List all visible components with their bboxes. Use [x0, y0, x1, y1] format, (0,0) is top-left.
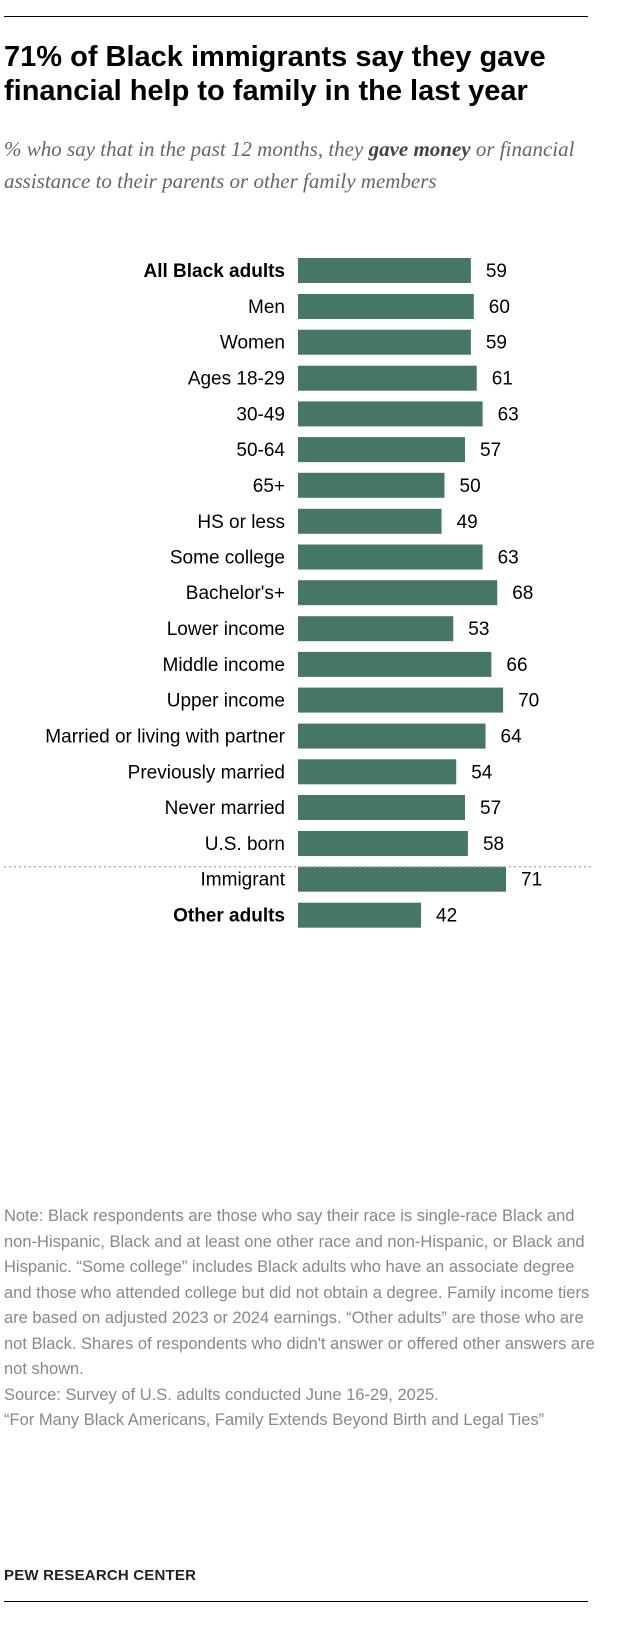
- category-label-women: Women: [220, 333, 285, 354]
- category-label-some-college: Some college: [170, 548, 285, 569]
- value-label-ages-18-29: 61: [492, 369, 513, 390]
- category-label-65: 65+: [253, 476, 285, 497]
- bar-women: [298, 329, 471, 355]
- category-label-bachelor-s: Bachelor's+: [186, 583, 285, 604]
- bar-some-college: [298, 544, 483, 570]
- bar-immigrant: [298, 866, 507, 892]
- category-label-never-married: Never married: [165, 798, 285, 819]
- source-text: Source: Survey of U.S. adults conducted …: [4, 1385, 439, 1404]
- value-label-men: 60: [489, 297, 510, 318]
- value-label-bachelor-s: 68: [512, 583, 533, 604]
- category-label-ages-18-29: Ages 18-29: [188, 369, 285, 390]
- value-label-other-adults: 42: [436, 906, 457, 927]
- subtitle-emphasis: gave money: [368, 137, 471, 161]
- value-label-previously-married: 54: [471, 762, 493, 783]
- value-label-women: 59: [486, 333, 507, 354]
- bar-65: [298, 472, 445, 498]
- bar-lower-income: [298, 616, 454, 642]
- category-label-upper-income: Upper income: [167, 691, 285, 712]
- category-label-middle-income: Middle income: [163, 655, 286, 676]
- category-label-all-black-adults: All Black adults: [144, 261, 286, 282]
- category-label-u-s-born: U.S. born: [205, 834, 285, 855]
- bar-men: [298, 294, 474, 319]
- value-label-all-black-adults: 59: [486, 261, 507, 282]
- brand-logo-text: PEW RESEARCH CENTER: [4, 1567, 197, 1584]
- category-label-married-or-living-with-partner: Married or living with partner: [45, 727, 285, 748]
- bar-other-adults: [298, 902, 422, 928]
- bar-bachelor-s: [298, 580, 498, 606]
- bar-all-black-adults: [298, 258, 471, 283]
- bottom-rule: [4, 1601, 588, 1602]
- bar-married-or-living-with-partner: [298, 723, 486, 749]
- bar-previously-married: [298, 759, 457, 785]
- bar-30-49: [298, 401, 483, 427]
- value-label-hs-or-less: 49: [457, 512, 478, 533]
- category-label-50-64: 50-64: [236, 440, 285, 461]
- chart-subtitle: % who say that in the past 12 months, th…: [4, 133, 604, 197]
- value-label-middle-income: 66: [506, 655, 527, 676]
- value-label-lower-income: 53: [468, 619, 489, 640]
- bar-u-s-born: [298, 831, 468, 856]
- category-label-30-49: 30-49: [236, 404, 285, 425]
- bar-never-married: [298, 795, 466, 820]
- value-label-upper-income: 70: [518, 691, 539, 712]
- category-label-previously-married: Previously married: [128, 762, 285, 783]
- value-label-some-college: 63: [498, 548, 519, 569]
- subtitle-text-1: % who say that in the past 12 months, th…: [4, 137, 369, 161]
- value-label-never-married: 57: [480, 798, 501, 819]
- report-title-text: “For Many Black Americans, Family Extend…: [4, 1411, 545, 1429]
- value-label-65: 50: [460, 476, 481, 497]
- category-label-other-adults: Other adults: [173, 906, 285, 927]
- value-label-50-64: 57: [480, 440, 501, 461]
- bar-chart: All Black adults 59 Men 60 Women 59 Ages 18-29…: [4, 258, 592, 928]
- top-rule: [4, 16, 588, 17]
- bar-hs-or-less: [298, 508, 442, 534]
- notes-block: Note: Black respondents are those who sa…: [4, 1204, 598, 1434]
- category-label-hs-or-less: HS or less: [197, 512, 285, 533]
- bar-50-64: [298, 437, 466, 463]
- value-label-u-s-born: 58: [483, 834, 504, 855]
- bar-middle-income: [298, 651, 492, 677]
- subtitle-text-2: or financial assistance to their parents…: [4, 137, 575, 193]
- category-label-men: Men: [248, 297, 285, 318]
- bar-ages-18-29: [298, 365, 477, 391]
- bar-upper-income: [298, 687, 504, 713]
- category-label-lower-income: Lower income: [167, 619, 285, 640]
- value-label-30-49: 63: [498, 404, 519, 425]
- note-text: Note: Black respondents are those who sa…: [4, 1207, 595, 1378]
- category-label-immigrant: Immigrant: [201, 870, 286, 891]
- value-label-married-or-living-with-partner: 64: [501, 727, 523, 748]
- chart-title: 71% of Black immigrants say they gave fi…: [4, 41, 546, 107]
- value-label-immigrant: 71: [521, 870, 542, 891]
